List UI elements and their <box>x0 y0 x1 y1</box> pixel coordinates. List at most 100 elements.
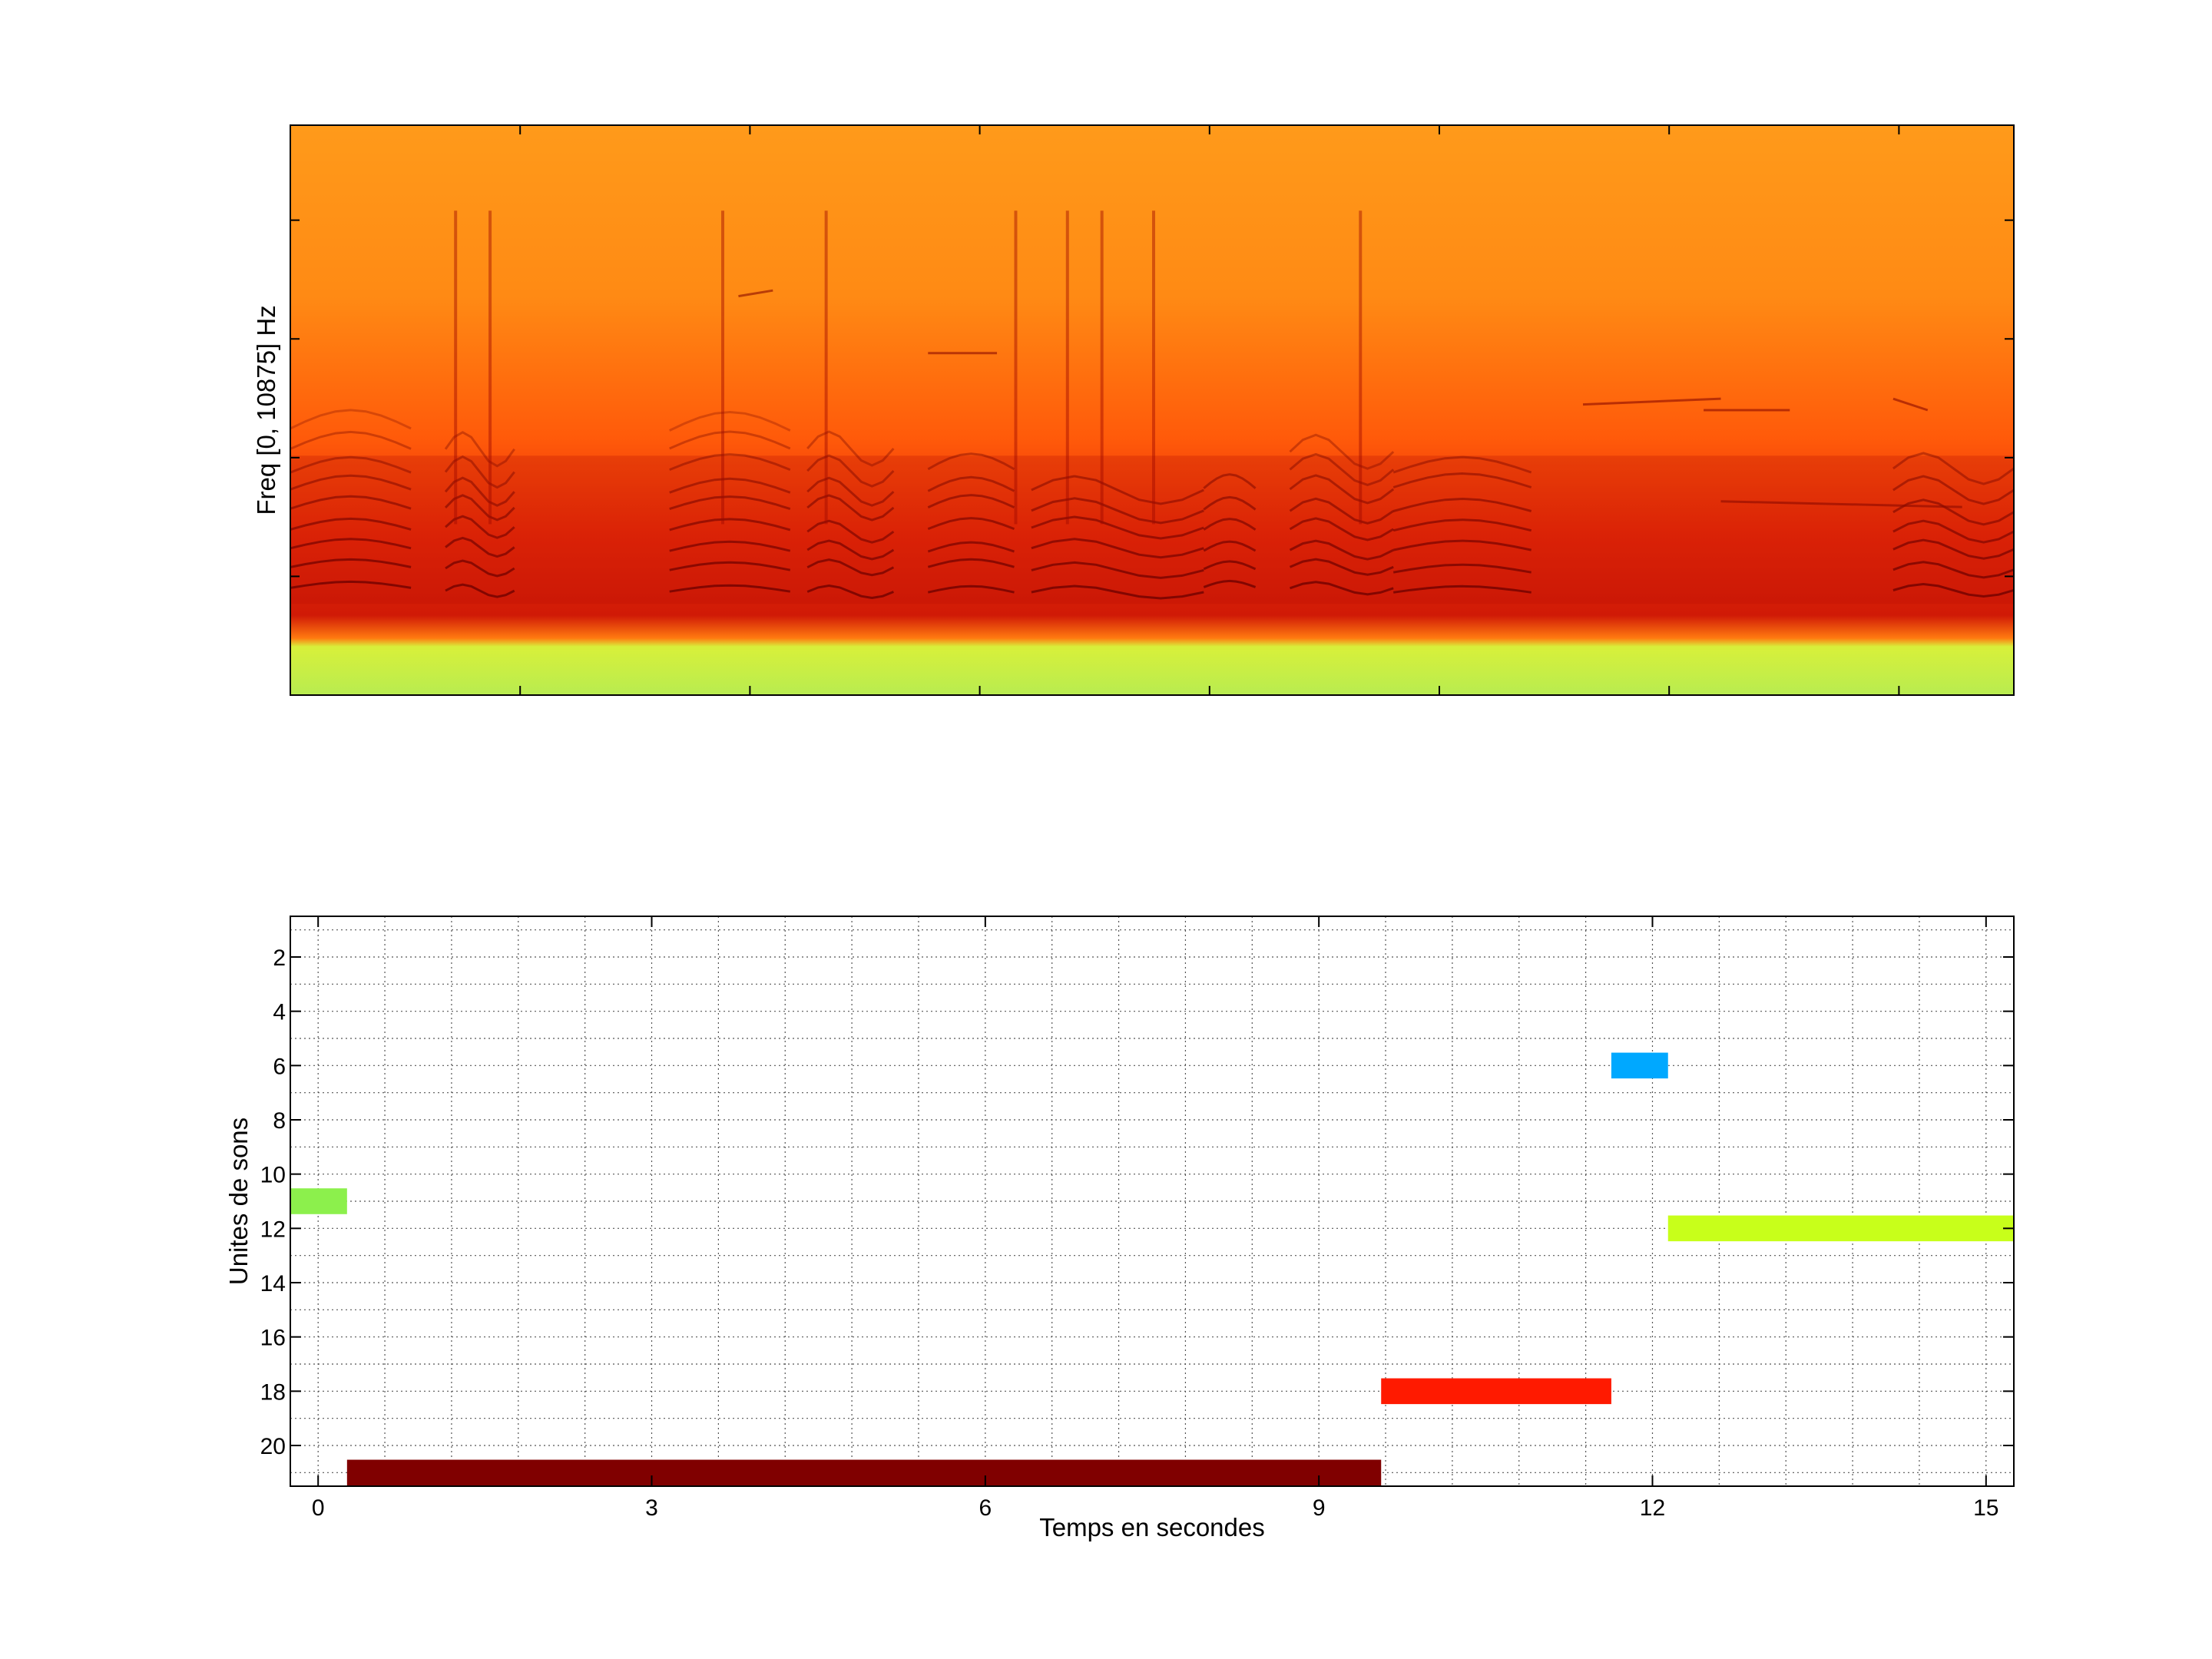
harmonic-line <box>927 475 1015 492</box>
y-tick-label: 18 <box>260 1379 286 1405</box>
harmonic-line <box>1031 584 1204 600</box>
transient-streak <box>488 210 492 525</box>
harmonic-line <box>927 517 1015 531</box>
harmonic-line <box>806 454 895 488</box>
harmonic-line <box>444 455 515 489</box>
unit-segment-5 <box>1667 1215 2014 1242</box>
transient-streak <box>1014 210 1018 525</box>
y-tick-label: 12 <box>260 1217 286 1242</box>
harmonic-line <box>927 558 1015 568</box>
harmonic-line <box>445 559 515 578</box>
x-tick-label: 9 <box>1313 1495 1326 1521</box>
harmonic-line <box>1892 498 2014 526</box>
y-tick-label: 6 <box>273 1054 286 1079</box>
harmonic-line <box>1203 540 1257 552</box>
harmonic-line <box>1892 561 2014 579</box>
harmonic-line <box>1892 475 2014 505</box>
spectrogram-frame <box>290 124 2015 696</box>
spectrogram-harmonics <box>290 210 2014 604</box>
harmonic-line <box>1289 517 1394 541</box>
x-tick-label: 3 <box>645 1495 658 1521</box>
harmonic-line <box>669 495 791 511</box>
harmonic-line <box>1290 581 1394 596</box>
harmonic-line <box>806 584 894 600</box>
harmonic-line <box>669 518 791 531</box>
harmonic-line <box>1392 584 1532 594</box>
harmonic-line <box>1892 538 2014 560</box>
harmonic-line <box>290 558 412 568</box>
harmonic-line <box>1392 497 1532 512</box>
x-tick-label: 6 <box>979 1495 992 1521</box>
whistle-line <box>1892 397 1929 412</box>
harmonic-line <box>290 580 412 589</box>
harmonic-line <box>444 476 515 507</box>
spectrogram-ticks <box>290 125 2014 695</box>
harmonic-line <box>669 584 791 593</box>
harmonic-line <box>1289 474 1395 505</box>
unit-segment-2 <box>346 1459 1382 1486</box>
unit-segment-4 <box>1611 1052 1668 1079</box>
y-tick-label: 8 <box>273 1108 286 1134</box>
y-tick-label: 2 <box>273 945 286 971</box>
y-tick-label: 16 <box>260 1326 286 1351</box>
harmonic-line <box>1892 582 2014 598</box>
harmonic-line <box>1289 558 1394 576</box>
harmonic-line <box>1031 497 1204 525</box>
x-tick-label: 15 <box>1973 1495 1998 1521</box>
transient-streak <box>1152 210 1155 525</box>
harmonic-line <box>1203 473 1257 489</box>
units-ticks: 0 3 6 9 12 15 2 4 6 8 10 12 14 16 18 20 <box>260 916 2014 1521</box>
harmonic-line <box>669 540 791 552</box>
harmonic-line <box>1203 495 1257 511</box>
harmonic-line <box>1392 563 1532 574</box>
harmonic-line <box>1289 497 1395 525</box>
harmonic-line <box>806 519 895 544</box>
whistle-line <box>738 289 773 298</box>
spectrogram-panel: Freq [0, 10875] Hz <box>252 124 2015 696</box>
harmonic-line <box>444 494 515 522</box>
transient-streak <box>454 210 458 525</box>
x-tick-label: 12 <box>1640 1495 1665 1521</box>
y-tick-label: 14 <box>260 1271 286 1296</box>
transient-streak <box>824 210 828 525</box>
harmonic-line <box>806 558 895 577</box>
unit-segment-1 <box>290 1188 347 1214</box>
harmonic-line <box>290 474 412 491</box>
transient-streak <box>1100 210 1104 525</box>
harmonic-line <box>669 561 791 571</box>
units-segments <box>290 1052 2014 1486</box>
harmonic-line <box>927 584 1015 594</box>
spectrogram-image <box>290 125 2014 695</box>
harmonic-line <box>806 430 895 467</box>
harmonic-line <box>290 538 412 550</box>
transient-streak <box>1359 210 1363 525</box>
harmonic-line <box>290 430 412 450</box>
transient-streak <box>721 210 724 525</box>
y-tick-label: 10 <box>260 1163 286 1188</box>
harmonic-line <box>669 477 791 494</box>
harmonic-line <box>1892 452 2014 485</box>
harmonic-line <box>445 536 515 558</box>
y-tick-label: 20 <box>260 1434 286 1459</box>
sound-units-panel: 0 3 6 9 12 15 2 4 6 8 10 12 14 16 18 20 Temps en second… <box>224 916 2015 1541</box>
harmonic-line <box>1031 515 1204 540</box>
harmonic-line <box>1392 539 1532 551</box>
harmonic-line <box>1031 475 1204 505</box>
unit-segment-3 <box>1381 1378 1611 1405</box>
harmonic-line <box>1392 472 1532 488</box>
harmonic-line <box>806 494 895 522</box>
whistle-line <box>1582 397 1721 406</box>
harmonic-line <box>290 455 412 474</box>
harmonic-line <box>1031 561 1204 579</box>
harmonic-line <box>290 409 412 430</box>
harmonic-line <box>444 431 515 468</box>
harmonic-line <box>927 494 1015 508</box>
harmonic-line <box>927 452 1015 471</box>
harmonic-line <box>1892 519 2014 544</box>
harmonic-line <box>290 495 412 510</box>
harmonic-line <box>1289 539 1394 561</box>
harmonic-line <box>1289 433 1395 470</box>
harmonic-line <box>806 476 895 507</box>
harmonic-line <box>445 515 515 539</box>
